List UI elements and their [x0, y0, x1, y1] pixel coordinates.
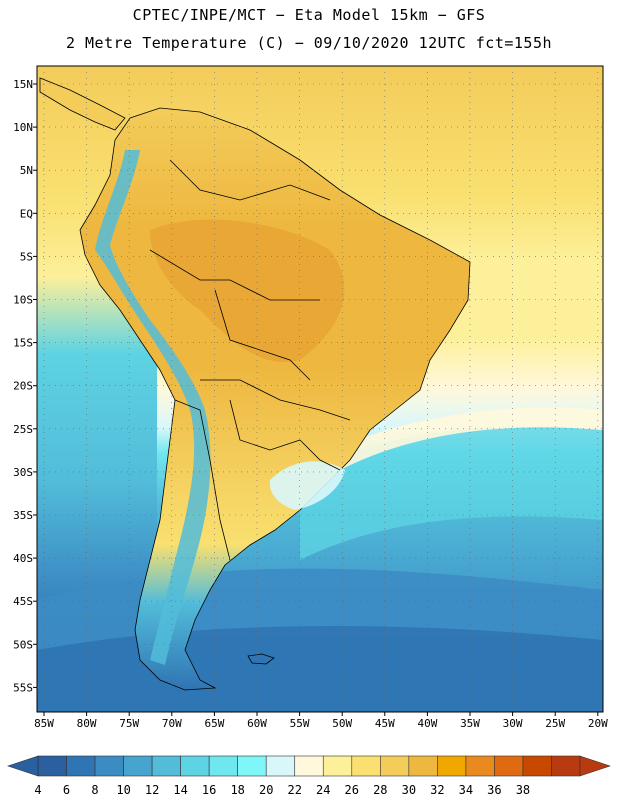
- lat-tick-label: 45S: [13, 595, 33, 608]
- lat-tick-label: 15N: [13, 78, 33, 91]
- color-legend-cell: [465, 755, 495, 777]
- map-field: [37, 66, 603, 712]
- lat-tick-label: 20S: [13, 380, 33, 393]
- color-legend-cell: [123, 755, 153, 777]
- color-legend: [7, 755, 611, 777]
- color-legend-label: 16: [201, 783, 217, 797]
- color-legend-label: 32: [430, 783, 445, 797]
- color-legend-cell: [437, 755, 467, 777]
- map-graticule: [37, 66, 603, 712]
- lat-tick-label: 10S: [13, 294, 33, 307]
- color-legend-label: 38: [515, 783, 531, 797]
- color-legend-cell: [522, 755, 552, 777]
- lat-tick-label: 40S: [13, 552, 33, 565]
- lat-tick-label: 10N: [13, 121, 33, 134]
- lon-tick-label: 65W: [204, 717, 224, 730]
- color-legend-cell: [37, 755, 67, 777]
- color-legend-cell: [151, 755, 181, 777]
- color-legend-label: 10: [116, 783, 131, 797]
- color-legend-cell: [494, 755, 524, 777]
- lat-tick-label: 25S: [13, 423, 33, 436]
- color-legend-label: 26: [344, 783, 360, 797]
- lon-tick-label: 60W: [247, 717, 267, 730]
- color-legend-label: 20: [258, 783, 274, 797]
- color-legend-cell: [94, 755, 124, 777]
- lat-tick-label: 5S: [20, 250, 33, 263]
- color-legend-label: 18: [230, 783, 245, 797]
- longitude-axis: 85W 80W 75W 70W 65W 60W 55W 50W 45W 40W 35W 30W 25W 2…: [34, 712, 608, 730]
- color-legend-cell: [265, 755, 296, 777]
- color-legend-max-arrow: [579, 755, 611, 777]
- color-legend-cell: [322, 755, 353, 777]
- color-legend-min-arrow: [7, 755, 39, 777]
- lat-tick-label: 35S: [13, 509, 33, 522]
- color-legend-cell: [66, 755, 96, 777]
- color-legend-label: 6: [62, 783, 71, 797]
- color-legend-cell: [294, 755, 324, 777]
- lat-tick-label: 55S: [13, 681, 33, 694]
- lat-tick-label: 30S: [13, 466, 33, 479]
- lon-tick-label: 30W: [503, 717, 523, 730]
- chart-title-line1: CPTEC/INPE/MCT − Eta Model 15km − GFS: [132, 6, 486, 24]
- color-legend-cell: [380, 755, 410, 777]
- lat-tick-label: 5N: [20, 164, 33, 177]
- lat-tick-label: EQ: [20, 207, 33, 220]
- color-legend-cell: [351, 755, 381, 777]
- color-legend-label: 4: [34, 783, 42, 797]
- lon-tick-label: 35W: [460, 717, 480, 730]
- lon-tick-label: 45W: [375, 717, 395, 730]
- color-legend-label: 30: [401, 783, 417, 797]
- color-legend-cell: [237, 755, 267, 777]
- lon-tick-label: 85W: [34, 717, 54, 730]
- lon-tick-label: 25W: [545, 717, 565, 730]
- latitude-axis: 15N 10N 5N EQ 5S 10S 15S 20S 25S 30S 35S 40S 45S 50S 5…: [13, 78, 37, 694]
- color-legend-label: 12: [144, 783, 160, 797]
- chart-title-line2: 2 Metre Temperature (C) − 09/10/2020 12U…: [65, 34, 553, 52]
- lon-tick-label: 40W: [417, 717, 437, 730]
- lon-tick-label: 55W: [290, 717, 310, 730]
- country-borders: [149, 159, 351, 561]
- color-legend-label: 24: [316, 783, 331, 797]
- color-legend-cell: [180, 755, 210, 777]
- color-legend-label: 22: [287, 783, 302, 797]
- color-legend-label: 34: [458, 783, 474, 797]
- color-legend-cell: [551, 755, 581, 777]
- color-legend-label: 28: [373, 783, 388, 797]
- color-legend-label: 14: [173, 783, 188, 797]
- color-legend-cell: [208, 755, 238, 777]
- color-legend-label: 36: [487, 783, 502, 797]
- lon-tick-label: 70W: [162, 717, 182, 730]
- map-frame: [36, 65, 604, 713]
- lon-tick-label: 80W: [77, 717, 97, 730]
- color-legend-cell: [408, 755, 438, 777]
- lat-tick-label: 50S: [13, 638, 33, 651]
- lon-tick-label: 50W: [332, 717, 352, 730]
- color-legend-label: 8: [91, 783, 99, 797]
- lat-tick-label: 15S: [13, 337, 33, 350]
- lon-tick-label: 75W: [119, 717, 139, 730]
- lon-tick-label: 20W: [588, 717, 608, 730]
